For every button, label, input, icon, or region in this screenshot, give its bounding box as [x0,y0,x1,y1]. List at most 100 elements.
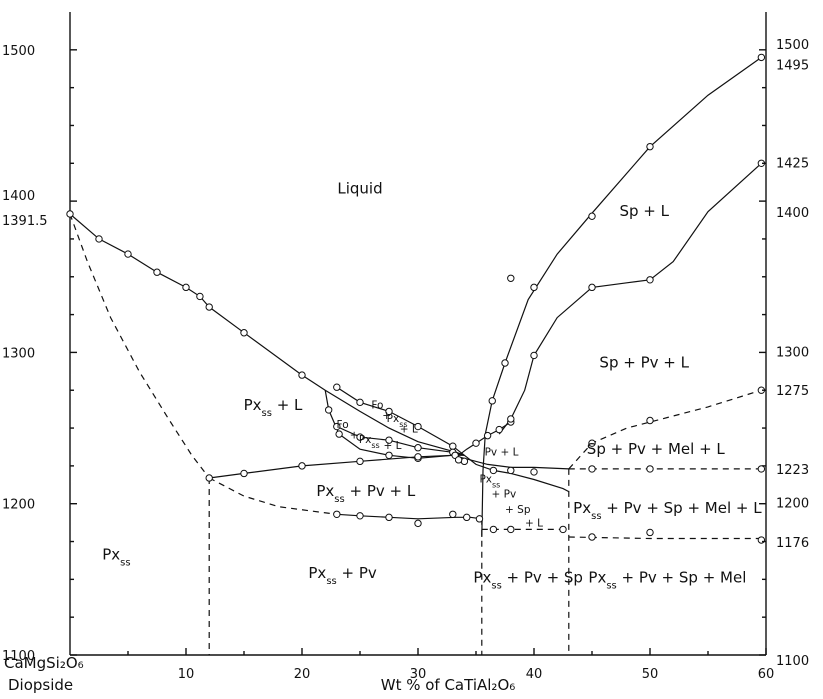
experiment-point [333,510,341,518]
phase-boundary-dashed [568,536,762,540]
experiment-point [507,525,515,534]
y-tick-label-left: 1400 [2,189,35,204]
experiment-point [757,53,766,62]
experiment-point [333,383,341,391]
y-tick-label-left: 1300 [2,346,35,361]
experiment-point [385,407,393,416]
experiment-point [449,510,457,518]
experiment-point [324,406,333,414]
phase-field-label: Pxss + Pv + L [316,482,415,505]
experiment-point [559,525,567,534]
left-endmember-name: Diopside [8,676,73,694]
experiment-point [205,303,213,311]
x-tick-label: 50 [642,667,659,682]
phase-field-small-label: + L [400,424,418,436]
phase-field-label: Pxss + Pv [308,564,377,587]
experiment-point [588,533,596,541]
y-tick-label-right: 1275 [776,384,809,399]
phase-boundary-dashed [568,389,762,470]
phase-boundary-solid [324,390,465,459]
phase-field-small-label: + Pv [491,489,516,501]
experiment-point [489,525,498,534]
experiment-point [495,425,503,434]
experiment-point [182,283,190,292]
phase-field-small-label: Fo [337,419,349,431]
experiment-point [240,329,248,337]
experiment-point [588,465,596,473]
x-tick-label: 60 [758,667,775,682]
phase-field-small-label: Pxss [359,434,380,450]
experiment-point [385,436,393,444]
phase-field-labels: Liquid Sp + L Sp + Pv + L Pxss + L Sp + Pv +… [102,180,762,591]
phase-boundary-solid [481,56,762,538]
experiment-point [356,398,364,407]
experiment-point [646,142,654,151]
experiment-point [530,283,538,292]
experiment-point [333,422,341,431]
axis-ticks: 1500 1400 1391.5 1300 1200 1100 1500 1495 1425 14… [2,38,809,682]
plot-frame [69,12,767,656]
experiment-point [483,431,492,440]
y-tick-label-left: 1100 [2,649,35,664]
y-tick-label-right: 1495 [776,58,809,73]
experiment-point [414,519,422,528]
y-tick-label-right: 1200 [776,497,809,512]
experiment-point [414,453,422,461]
y-tick-label-right: 1223 [776,463,809,478]
experiment-point [196,292,204,301]
experiment-point [449,442,457,450]
experiment-point [646,276,654,284]
phase-field-label: Pv + L [485,446,519,458]
experiment-point [298,371,306,379]
phase-field-label: Sp + Pv + Mel + L [587,440,726,458]
experiment-point [385,451,393,459]
experiment-point [153,268,161,276]
experiment-point [124,250,132,258]
left-endmember-formula: CaMgSi₂O₆ [4,654,84,672]
y-tick-label-right: 1425 [776,156,809,171]
phase-field-label: Sp + L [619,202,669,220]
phase-field-label: Pxss [102,546,130,569]
phase-field-label: Pxss + Pv + Sp + Mel + L [573,499,762,522]
experiment-point [298,462,306,470]
experiment-point [205,474,213,482]
experiment-point [501,359,509,367]
phase-field-small-label: + [382,410,391,422]
x-axis-title: Wt % of CaTiAl₂O₆ [381,676,516,694]
x-tick-label: 40 [526,667,543,682]
phase-boundary-solid [209,454,569,479]
x-tick-label: 20 [294,667,311,682]
data-points [66,53,766,544]
phase-boundary-dashed [208,477,337,515]
experiment-point [646,465,654,473]
axis-titles: Wt % of CaTiAl₂O₆ CaMgSi₂O₆ Diopside [4,654,515,694]
y-tick-label-right: 1176 [776,536,809,551]
experiment-point [356,457,364,466]
experiment-point [588,212,596,220]
experiment-point [507,274,515,282]
experiment-point [356,433,364,441]
experiment-point [588,283,596,292]
experiment-point [414,444,422,452]
experiment-point [646,416,654,425]
experiment-point [385,513,393,522]
phase-field-small-label: + L [525,517,543,529]
experiment-point [454,456,463,464]
experiment-point [489,466,498,475]
phase-field-label: Pxss + Pv + Sp + Mel [588,568,746,591]
y-tick-label-right: 1100 [776,654,809,669]
experiment-point [757,465,766,473]
phase-field-small-label: Fo [371,399,383,411]
phase-field-label: Sp + Pv + L [599,354,689,372]
experiment-point [646,528,654,537]
experiment-point [757,536,766,544]
x-tick-label: 10 [178,667,195,682]
experiment-point [507,415,515,423]
y-tick-label-left: 1200 [2,498,35,513]
experiment-point [588,439,596,447]
experiment-point [335,430,343,438]
phase-field-small-label: + Sp [505,504,531,516]
experiment-point [66,210,74,218]
experiment-point [463,513,471,522]
